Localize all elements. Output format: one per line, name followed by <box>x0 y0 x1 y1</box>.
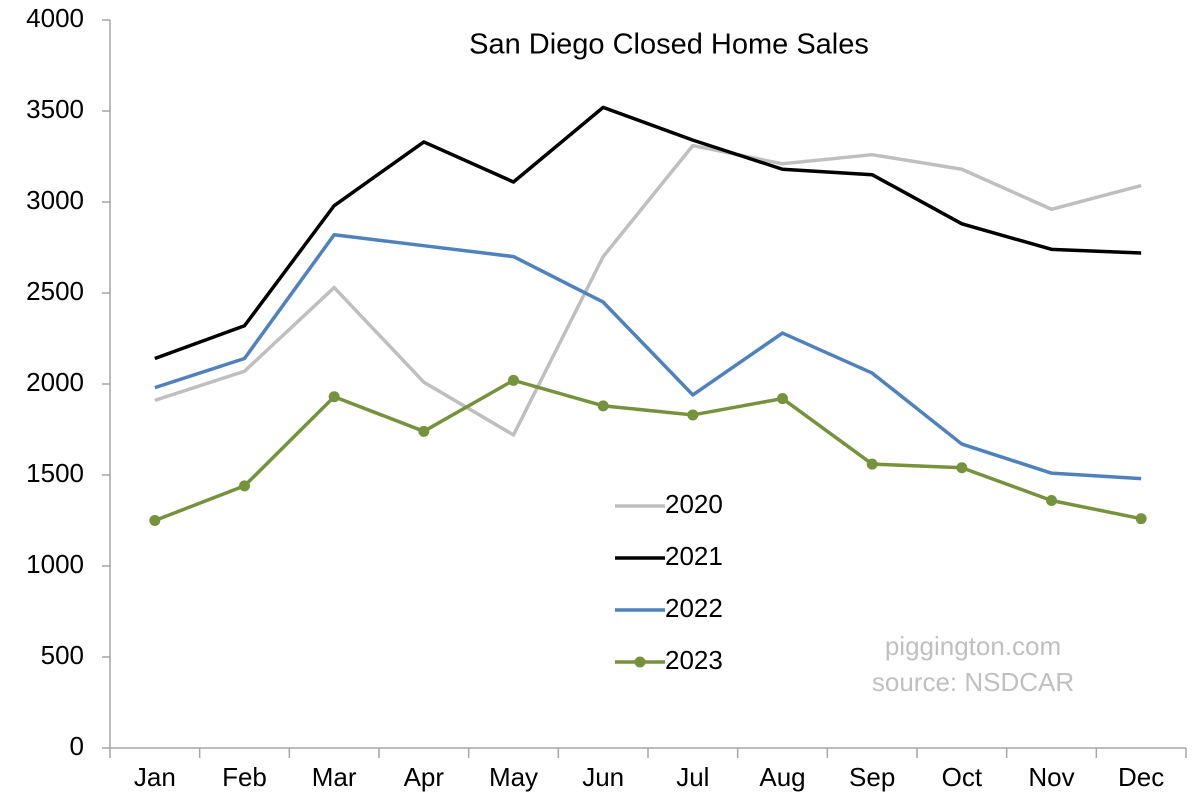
legend-label: 2020 <box>665 489 723 519</box>
y-tick-label: 0 <box>70 731 84 761</box>
x-tick-label: May <box>489 762 538 792</box>
point <box>1046 494 1057 506</box>
x-tick-label: Apr <box>404 762 445 792</box>
annotation: source: NSDCAR <box>872 667 1074 697</box>
y-tick-label: 3000 <box>26 185 84 215</box>
point <box>149 515 161 526</box>
point <box>687 409 699 421</box>
x-tick-label: Aug <box>759 762 805 792</box>
point <box>777 393 788 405</box>
series-line <box>154 378 1142 523</box>
y-tick-label: 3500 <box>26 94 84 124</box>
y-tick-label: 2500 <box>26 276 84 306</box>
series-line <box>154 233 1142 481</box>
point <box>956 462 968 474</box>
x-tick-label: Jul <box>676 762 709 792</box>
x-tick-label: Nov <box>1028 762 1074 792</box>
legend-marker <box>634 656 646 668</box>
point <box>328 391 340 403</box>
point <box>508 374 519 386</box>
x-tick-label: Oct <box>942 762 983 792</box>
point <box>1135 513 1147 525</box>
x-tick-label: Feb <box>222 762 267 792</box>
x-tick-label: Mar <box>312 762 357 792</box>
annotation: piggington.com <box>885 631 1061 661</box>
point <box>239 480 250 492</box>
y-tick-label: 4000 <box>26 3 84 33</box>
y-tick-label: 1500 <box>26 458 84 488</box>
legend-label: 2021 <box>665 541 723 571</box>
point <box>866 458 878 470</box>
point <box>418 425 430 437</box>
point <box>597 400 609 412</box>
chart-title: San Diego Closed Home Sales <box>469 29 869 61</box>
y-tick-label: 500 <box>41 640 84 670</box>
y-tick-label: 2000 <box>26 367 84 397</box>
series-line <box>154 143 1142 437</box>
x-tick-label: Jan <box>134 762 176 792</box>
series-line <box>154 105 1142 361</box>
legend-label: 2023 <box>665 645 723 675</box>
y-tick-label: 1000 <box>26 549 84 579</box>
legend-label: 2022 <box>665 593 723 623</box>
x-tick-label: Sep <box>849 762 895 792</box>
x-tick-label: Dec <box>1118 762 1164 792</box>
x-tick-label: Jun <box>582 762 624 792</box>
